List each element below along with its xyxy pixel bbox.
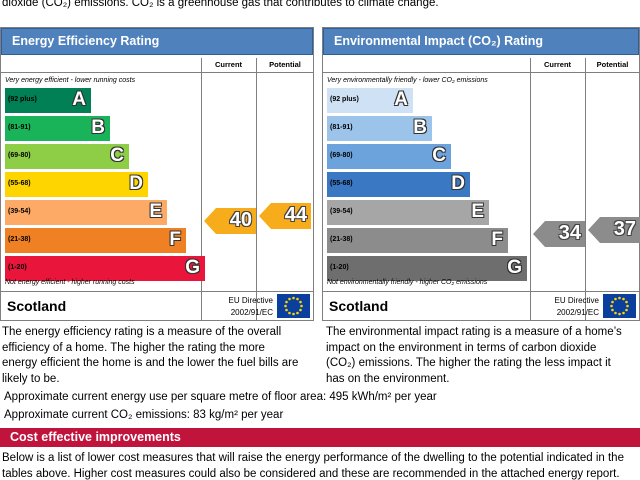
energy-efficiency-panel: Energy Efficiency Rating Current Potenti… <box>0 27 314 321</box>
rating-band-f: (21-38) F <box>327 228 508 253</box>
arrow-shape <box>588 217 640 243</box>
efficiency-description: The energy efficiency rating is a measur… <box>2 326 299 385</box>
potential-column-header: Potential <box>596 60 629 69</box>
cost-improvements-title: Cost effective improvements <box>10 430 181 444</box>
potential-rating-arrow: 44 <box>259 203 311 229</box>
cost-improvements-text: Below is a list of lower cost measures t… <box>2 452 624 480</box>
environmental-description: The environmental impact rating is a mea… <box>326 326 622 385</box>
region-label: Scotland <box>329 298 389 314</box>
band-range-label: (21-38) <box>330 236 353 243</box>
current-column-header: Current <box>543 60 572 69</box>
band-letter: F <box>169 229 181 250</box>
current-rating-value: 34 <box>558 222 581 244</box>
band-range-label: (69-80) <box>330 152 353 159</box>
rating-band-d: (55-68) D <box>5 172 148 197</box>
arrow-shape <box>204 208 256 234</box>
bottom-caption: Not energy efficient - higher running co… <box>5 279 135 286</box>
panel-header: Energy Efficiency Rating <box>1 28 313 55</box>
current-column-header: Current <box>214 60 243 69</box>
rating-band-e: (39-54) E <box>327 200 489 225</box>
approx-energy-use: Approximate current energy use per squar… <box>4 391 437 403</box>
column-divider <box>201 58 202 320</box>
eu-directive-line1: EU Directive <box>228 296 273 305</box>
band-letter: A <box>394 89 408 110</box>
footer-divider <box>323 291 639 292</box>
rating-band-g: (1-20) G <box>5 256 205 281</box>
current-rating-value: 40 <box>229 209 252 231</box>
potential-column-header: Potential <box>269 60 301 69</box>
band-range-label: (55-68) <box>8 180 31 187</box>
band-range-label: (69-80) <box>8 152 31 159</box>
column-divider <box>585 58 586 320</box>
band-range-label: (81-91) <box>8 124 31 131</box>
rating-band-a: (92 plus) A <box>5 88 91 113</box>
eu-directive-label: EU Directive 2002/91/EC <box>519 295 599 319</box>
eu-directive-label: EU Directive 2002/91/EC <box>193 295 273 319</box>
band-range-label: (55-68) <box>330 180 353 187</box>
rating-band-c: (69-80) C <box>327 144 451 169</box>
eu-directive-line2: 2002/91/EC <box>556 308 599 317</box>
current-rating-arrow: 40 <box>204 208 256 234</box>
panel-title: Energy Efficiency Rating <box>12 34 160 48</box>
band-letter: D <box>451 173 465 194</box>
top-caption: Very environmentally friendly - lower CO… <box>327 77 488 84</box>
column-divider <box>530 58 531 320</box>
band-range-label: (21-38) <box>8 236 31 243</box>
rating-band-c: (69-80) C <box>5 144 129 169</box>
band-letter: D <box>129 173 143 194</box>
column-divider <box>256 58 257 320</box>
header-divider <box>1 72 313 73</box>
rating-band-b: (81-91) B <box>327 116 432 141</box>
eu-directive-line2: 2002/91/EC <box>230 308 273 317</box>
band-letter: B <box>91 117 105 138</box>
band-range-label: (81-91) <box>330 124 353 131</box>
potential-rating-value: 44 <box>284 204 307 226</box>
panel-title: Environmental Impact (CO₂) Rating <box>334 34 544 48</box>
band-letter: C <box>110 145 124 166</box>
potential-rating-value: 37 <box>613 218 636 240</box>
band-range-label: (39-54) <box>8 208 31 215</box>
band-letter: B <box>413 117 427 138</box>
arrow-shape <box>533 221 585 247</box>
band-letter: F <box>491 229 503 250</box>
band-letter: A <box>72 89 86 110</box>
footer-divider <box>1 291 313 292</box>
environmental-impact-panel: Environmental Impact (CO₂) Rating Curren… <box>322 27 640 321</box>
approx-co2-emissions: Approximate current CO₂ emissions: 83 kg… <box>4 409 284 421</box>
band-letter: E <box>149 201 162 222</box>
band-letter: G <box>185 257 200 278</box>
band-letter: G <box>507 257 522 278</box>
eu-directive-line1: EU Directive <box>554 296 599 305</box>
arrow-shape <box>259 203 311 229</box>
eu-flag-icon <box>277 294 310 318</box>
band-range-label: (92 plus) <box>8 96 37 103</box>
rating-band-e: (39-54) E <box>5 200 167 225</box>
eu-flag-icon <box>603 294 636 318</box>
intro-text: dioxide (CO₂) emissions. CO₂ is a greenh… <box>2 0 439 9</box>
band-letter: E <box>471 201 484 222</box>
rating-band-f: (21-38) F <box>5 228 186 253</box>
cost-improvements-header: Cost effective improvements <box>0 428 640 447</box>
bottom-caption: Not environmentally friendly - higher CO… <box>327 279 488 286</box>
rating-band-d: (55-68) D <box>327 172 470 197</box>
band-letter: C <box>432 145 446 166</box>
rating-band-g: (1-20) G <box>327 256 527 281</box>
current-rating-arrow: 34 <box>533 221 585 247</box>
band-range-label: (92 plus) <box>330 96 359 103</box>
rating-band-b: (81-91) B <box>5 116 110 141</box>
region-label: Scotland <box>7 298 67 314</box>
band-range-label: (39-54) <box>330 208 353 215</box>
panel-header: Environmental Impact (CO₂) Rating <box>323 28 639 55</box>
rating-band-a: (92 plus) A <box>327 88 413 113</box>
header-divider <box>323 72 639 73</box>
top-caption: Very energy efficient - lower running co… <box>5 77 136 84</box>
band-range-label: (1-20) <box>330 264 349 271</box>
band-range-label: (1-20) <box>8 264 27 271</box>
potential-rating-arrow: 37 <box>588 217 640 243</box>
